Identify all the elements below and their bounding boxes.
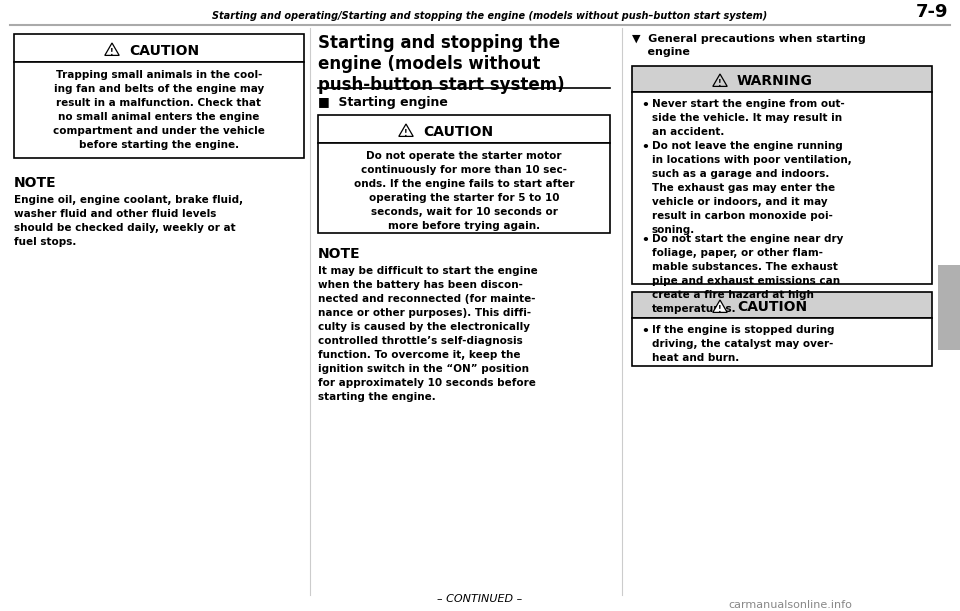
Text: •: • bbox=[641, 99, 649, 112]
Text: !: ! bbox=[718, 305, 722, 313]
Text: Engine oil, engine coolant, brake fluid,
washer fluid and other fluid levels
sho: Engine oil, engine coolant, brake fluid,… bbox=[14, 195, 243, 247]
Text: CAUTION: CAUTION bbox=[129, 44, 199, 58]
Text: 7-9: 7-9 bbox=[916, 3, 948, 21]
FancyBboxPatch shape bbox=[632, 66, 932, 92]
FancyBboxPatch shape bbox=[14, 62, 304, 158]
Text: •: • bbox=[641, 234, 649, 247]
Text: Never start the engine from out-
side the vehicle. It may result in
an accident.: Never start the engine from out- side th… bbox=[652, 99, 845, 137]
Text: Starting and operating/Starting and stopping the engine (models without push–but: Starting and operating/Starting and stop… bbox=[212, 11, 768, 21]
Polygon shape bbox=[712, 300, 728, 312]
Text: Trapping small animals in the cool-
ing fan and belts of the engine may
result i: Trapping small animals in the cool- ing … bbox=[53, 70, 265, 150]
Text: •: • bbox=[641, 141, 649, 154]
Text: It may be difficult to start the engine
when the battery has been discon-
nected: It may be difficult to start the engine … bbox=[318, 266, 538, 402]
Polygon shape bbox=[712, 74, 728, 86]
Text: Do not leave the engine running
in locations with poor ventilation,
such as a ga: Do not leave the engine running in locat… bbox=[652, 141, 852, 235]
Text: ■  Starting engine: ■ Starting engine bbox=[318, 96, 448, 109]
Text: Do not start the engine near dry
foliage, paper, or other flam-
mable substances: Do not start the engine near dry foliage… bbox=[652, 234, 844, 314]
Text: – CONTINUED –: – CONTINUED – bbox=[438, 594, 522, 604]
Text: •: • bbox=[641, 325, 649, 338]
Text: engine: engine bbox=[632, 47, 690, 57]
Text: CAUTION: CAUTION bbox=[737, 300, 807, 314]
FancyBboxPatch shape bbox=[318, 143, 610, 233]
Text: !: ! bbox=[718, 79, 722, 88]
Text: Do not operate the starter motor
continuously for more than 10 sec-
onds. If the: Do not operate the starter motor continu… bbox=[353, 151, 574, 231]
Text: ▼  General precautions when starting: ▼ General precautions when starting bbox=[632, 34, 866, 44]
Text: NOTE: NOTE bbox=[318, 247, 361, 261]
Polygon shape bbox=[105, 43, 119, 56]
Text: WARNING: WARNING bbox=[737, 74, 813, 88]
FancyBboxPatch shape bbox=[632, 318, 932, 366]
FancyBboxPatch shape bbox=[632, 92, 932, 284]
FancyBboxPatch shape bbox=[632, 292, 932, 318]
Text: CAUTION: CAUTION bbox=[423, 125, 493, 139]
Polygon shape bbox=[398, 124, 413, 136]
Text: !: ! bbox=[110, 48, 114, 57]
Text: NOTE: NOTE bbox=[14, 176, 57, 190]
FancyBboxPatch shape bbox=[318, 115, 610, 143]
Text: carmanualsonline.info: carmanualsonline.info bbox=[728, 600, 852, 610]
Text: If the engine is stopped during
driving, the catalyst may over-
heat and burn.: If the engine is stopped during driving,… bbox=[652, 325, 834, 363]
Text: !: ! bbox=[404, 129, 408, 137]
FancyBboxPatch shape bbox=[938, 265, 960, 350]
Text: Starting and stopping the
engine (models without
push-button start system): Starting and stopping the engine (models… bbox=[318, 34, 564, 93]
FancyBboxPatch shape bbox=[14, 34, 304, 62]
